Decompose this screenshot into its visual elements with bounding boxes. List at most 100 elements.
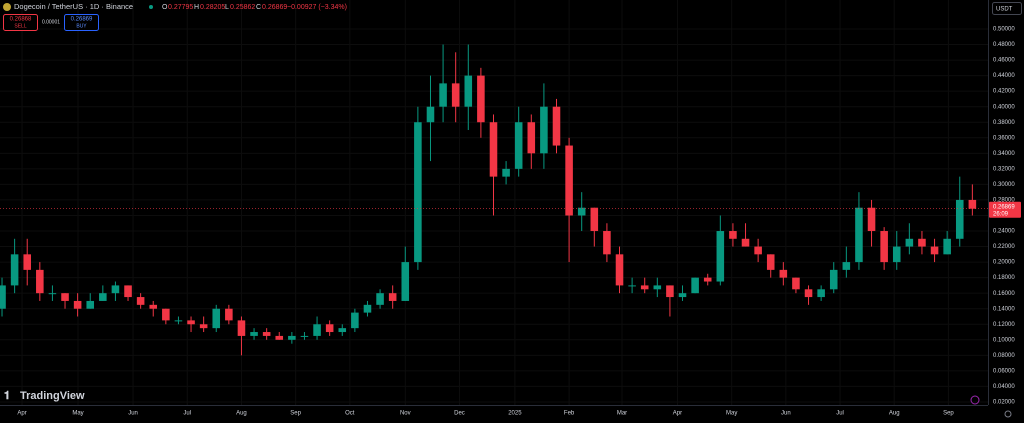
y-tick-label: 0.36000 (993, 135, 1015, 141)
candle-body (855, 207, 863, 263)
candle-body (577, 207, 586, 216)
change: −0.00927 (−3.34%) (287, 4, 347, 11)
candle-body (36, 269, 44, 294)
candle-body (603, 231, 611, 255)
candle-body (288, 335, 296, 340)
candle-body (691, 277, 699, 294)
sell-box[interactable] (3, 14, 38, 31)
candle-body (640, 285, 649, 290)
candle-body (199, 324, 208, 329)
candle-body (779, 269, 788, 278)
currency[interactable]: USDT (996, 7, 1013, 13)
h-value: 0.28205 (200, 4, 225, 11)
x-tick-label: May (72, 411, 83, 417)
candle-body (61, 293, 69, 301)
candle-body (86, 300, 95, 309)
candle-body (149, 304, 158, 309)
candle-body (250, 332, 258, 336)
candle-body (842, 262, 851, 270)
candle-body (527, 122, 536, 154)
y-tick-label: 0.40000 (993, 104, 1015, 110)
candle-body (275, 335, 284, 340)
y-tick-label: 0.24000 (993, 229, 1015, 235)
candle-body (401, 262, 410, 301)
candle-body (338, 328, 347, 333)
candle-body (716, 231, 725, 282)
buy-price[interactable]: 0.26869 (71, 17, 93, 23)
y-tick-label: 0.44000 (993, 73, 1015, 79)
x-tick-label: Aug (889, 411, 900, 417)
o-label: O (162, 4, 168, 11)
sell-button[interactable]: 0.26868 SELL (3, 14, 38, 31)
x-tick-label: Dec (454, 411, 465, 417)
candle-body (703, 277, 712, 282)
candle-body (804, 289, 813, 298)
buy-button[interactable]: 0.26869 BUY (64, 14, 99, 31)
candle-body (905, 238, 914, 247)
x-tick-label: Apr (17, 411, 26, 417)
x-tick-label: Feb (564, 411, 575, 417)
candle-body (514, 122, 523, 169)
countdown-label: 26:09 (993, 211, 1009, 217)
candle-body (325, 324, 334, 333)
y-tick-label: 0.50000 (993, 27, 1015, 33)
candle-body (174, 320, 183, 322)
candle-body (628, 285, 636, 287)
y-tick-label: 0.22000 (993, 244, 1015, 250)
buy-label[interactable]: BUY (76, 23, 87, 29)
y-tick-label: 0.08000 (993, 353, 1015, 359)
h-label: H (194, 4, 199, 11)
y-tick-label: 0.42000 (993, 89, 1015, 95)
y-tick-label: 0.48000 (993, 42, 1015, 48)
candle-body (678, 293, 687, 298)
y-tick-label: 0.06000 (993, 368, 1015, 374)
candle-body (565, 145, 573, 216)
candle-body (817, 289, 825, 298)
y-tick-label: 0.04000 (993, 384, 1015, 390)
x-tick-label: Sep (290, 411, 301, 417)
buy-box[interactable] (64, 14, 99, 31)
candle-body (464, 75, 473, 107)
candle-body (124, 285, 132, 298)
candle-body (615, 254, 624, 286)
y-tick-label: 0.18000 (993, 275, 1015, 281)
brand: TradingView (20, 390, 85, 402)
sell-price[interactable]: 0.26868 (10, 17, 32, 23)
candle-body (212, 308, 221, 329)
settings-icon[interactable] (1004, 410, 1012, 418)
candle-body (766, 254, 775, 270)
x-tick-label: 2025 (508, 411, 522, 417)
candle-body (653, 285, 662, 290)
candle-body (225, 308, 233, 321)
last-price-label: 0.26869 (993, 204, 1015, 210)
l-label: L (225, 4, 229, 11)
l-value: 0.25862 (230, 4, 255, 11)
candle-body (741, 238, 750, 247)
flash-icon[interactable] (970, 395, 980, 405)
spread: 0.00001 (42, 19, 60, 25)
candle-body (10, 254, 19, 286)
candle-body (829, 269, 838, 290)
symbol: Dogecoin / TetherUS · 1D · Binance (14, 2, 133, 11)
candle-body (867, 207, 876, 232)
sell-label[interactable]: SELL (14, 23, 26, 29)
y-tick-label: 0.16000 (993, 291, 1015, 297)
currency-box[interactable] (992, 2, 1022, 15)
currency-select[interactable]: USDT (992, 2, 1022, 15)
x-tick-label: Jun (128, 411, 138, 417)
candle-body (489, 122, 498, 177)
candle-body (666, 285, 674, 298)
candle-body (237, 320, 246, 336)
last-price-box (989, 201, 1021, 218)
candle-body (540, 106, 548, 154)
o-value: 0.27795 (168, 4, 193, 11)
candle-body (23, 254, 32, 270)
candle-body (187, 320, 195, 325)
y-tick-label: 0.10000 (993, 337, 1015, 343)
y-tick-label: 0.12000 (993, 322, 1015, 328)
y-tick-label: 0.46000 (993, 58, 1015, 64)
y-tick-label: 0.30000 (993, 182, 1015, 188)
candle-body (477, 75, 485, 123)
x-tick-label: May (726, 411, 737, 417)
